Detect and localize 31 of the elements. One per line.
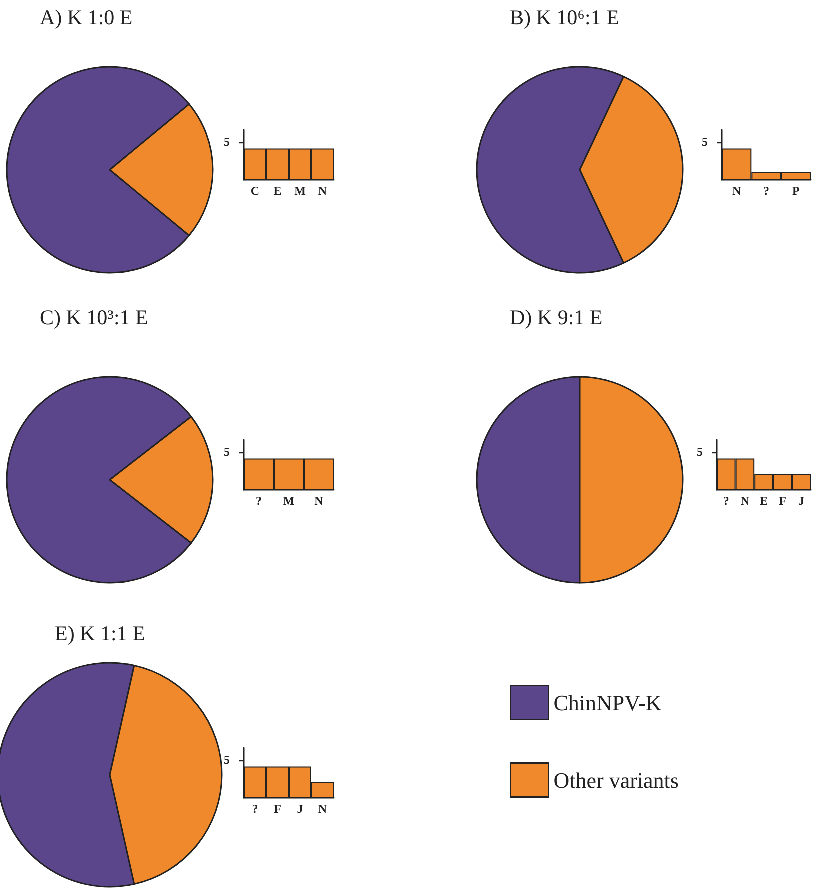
x-tick-label: ? <box>256 494 262 508</box>
x-tick-label: N <box>732 184 742 198</box>
text: 5 <box>697 445 703 459</box>
x-tick-label: N <box>318 184 328 198</box>
x-tick-label: ? <box>764 184 770 198</box>
x-tick-label: E <box>760 494 768 508</box>
legend-label: Other variants <box>554 768 679 793</box>
text: 5 <box>224 445 230 459</box>
text: 5 <box>224 135 230 149</box>
legend-label: ChinNPV-K <box>554 690 662 716</box>
x-tick-label: J <box>297 802 304 816</box>
text: 5 <box>224 753 230 767</box>
x-tick-label: N <box>740 494 750 508</box>
x-tick-label: J <box>798 494 805 508</box>
x-tick-label: M <box>294 184 306 198</box>
x-tick-label: E <box>274 184 282 198</box>
x-tick-label: F <box>274 802 282 816</box>
chart-title: A) K 1:0 E <box>40 6 133 30</box>
x-tick-label: C <box>250 184 260 198</box>
chart-title: E) K 1:1 E <box>55 622 146 646</box>
chart-title: C) K 10³:1 E <box>40 306 148 330</box>
chart-title: D) K 9:1 E <box>510 306 603 330</box>
x-tick-label: ? <box>252 802 258 816</box>
x-tick-label: M <box>283 494 295 508</box>
x-tick-label: ? <box>723 494 730 508</box>
x-tick-label: N <box>318 802 328 816</box>
chart-title: B) K 10⁶:1 E <box>510 6 620 30</box>
text: 5 <box>702 135 708 149</box>
x-tick-label: F <box>779 494 786 508</box>
x-tick-label: P <box>792 184 800 198</box>
x-tick-label: N <box>314 494 324 508</box>
